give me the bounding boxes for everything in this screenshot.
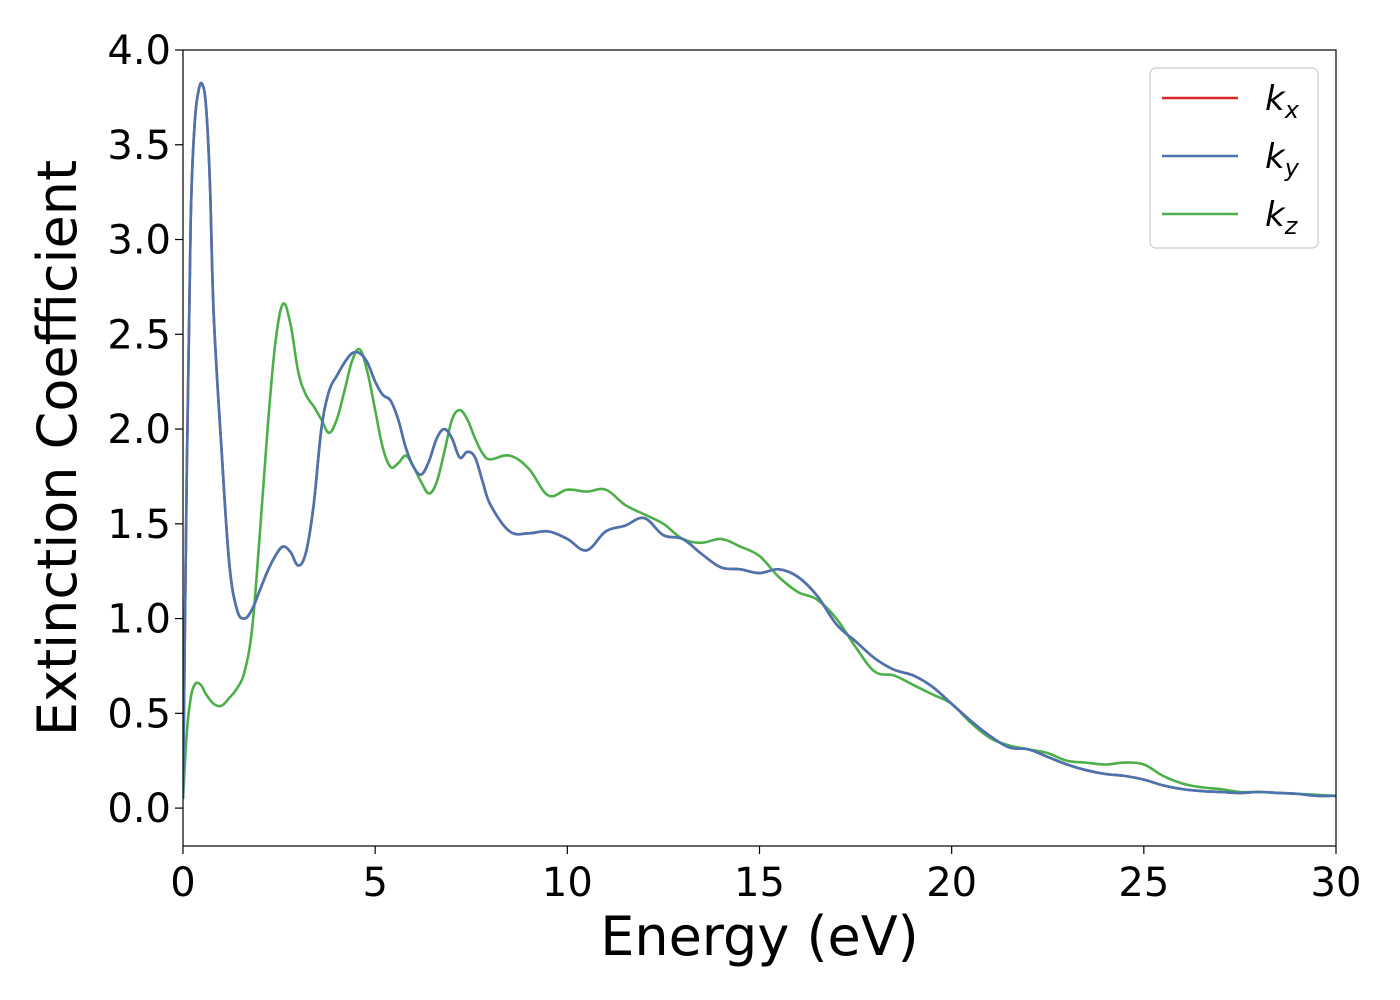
legend-box — [1149, 67, 1319, 249]
x-axis-label: Energy (eV) — [600, 905, 919, 968]
x-tick-label: 20 — [926, 860, 977, 906]
x-tick-label: 25 — [1118, 860, 1169, 906]
plot-area — [182, 49, 1337, 847]
series-line-z — [183, 302, 1336, 799]
y-tick-label: 0.5 — [107, 691, 171, 737]
y-axis-ticks: 0.0 0.5 1.0 1.5 2.0 2.5 3.0 3.5 4.0 — [107, 28, 183, 832]
legend-label-x: kx — [1265, 79, 1300, 124]
x-tick-label: 10 — [542, 860, 593, 906]
y-tick-label: 3.0 — [107, 218, 171, 264]
x-tick-label: 30 — [1311, 860, 1362, 906]
series-line-y — [183, 81, 1336, 799]
y-tick-label: 1.5 — [107, 502, 171, 548]
x-tick-label: 0 — [170, 860, 195, 906]
y-axis-label: Extinction Coefficient — [26, 160, 89, 736]
y-tick-label: 2.0 — [107, 407, 171, 453]
series-layer — [183, 81, 1336, 799]
x-tick-label: 15 — [734, 860, 785, 906]
y-tick-label: 0.0 — [107, 786, 171, 832]
y-tick-label: 2.5 — [107, 312, 171, 358]
x-tick-label: 5 — [362, 860, 387, 906]
x-axis-ticks: 0 5 10 15 20 25 30 — [170, 846, 1361, 906]
y-tick-label: 4.0 — [107, 28, 171, 74]
y-tick-label: 1.0 — [107, 597, 171, 643]
y-tick-label: 3.5 — [107, 123, 171, 169]
